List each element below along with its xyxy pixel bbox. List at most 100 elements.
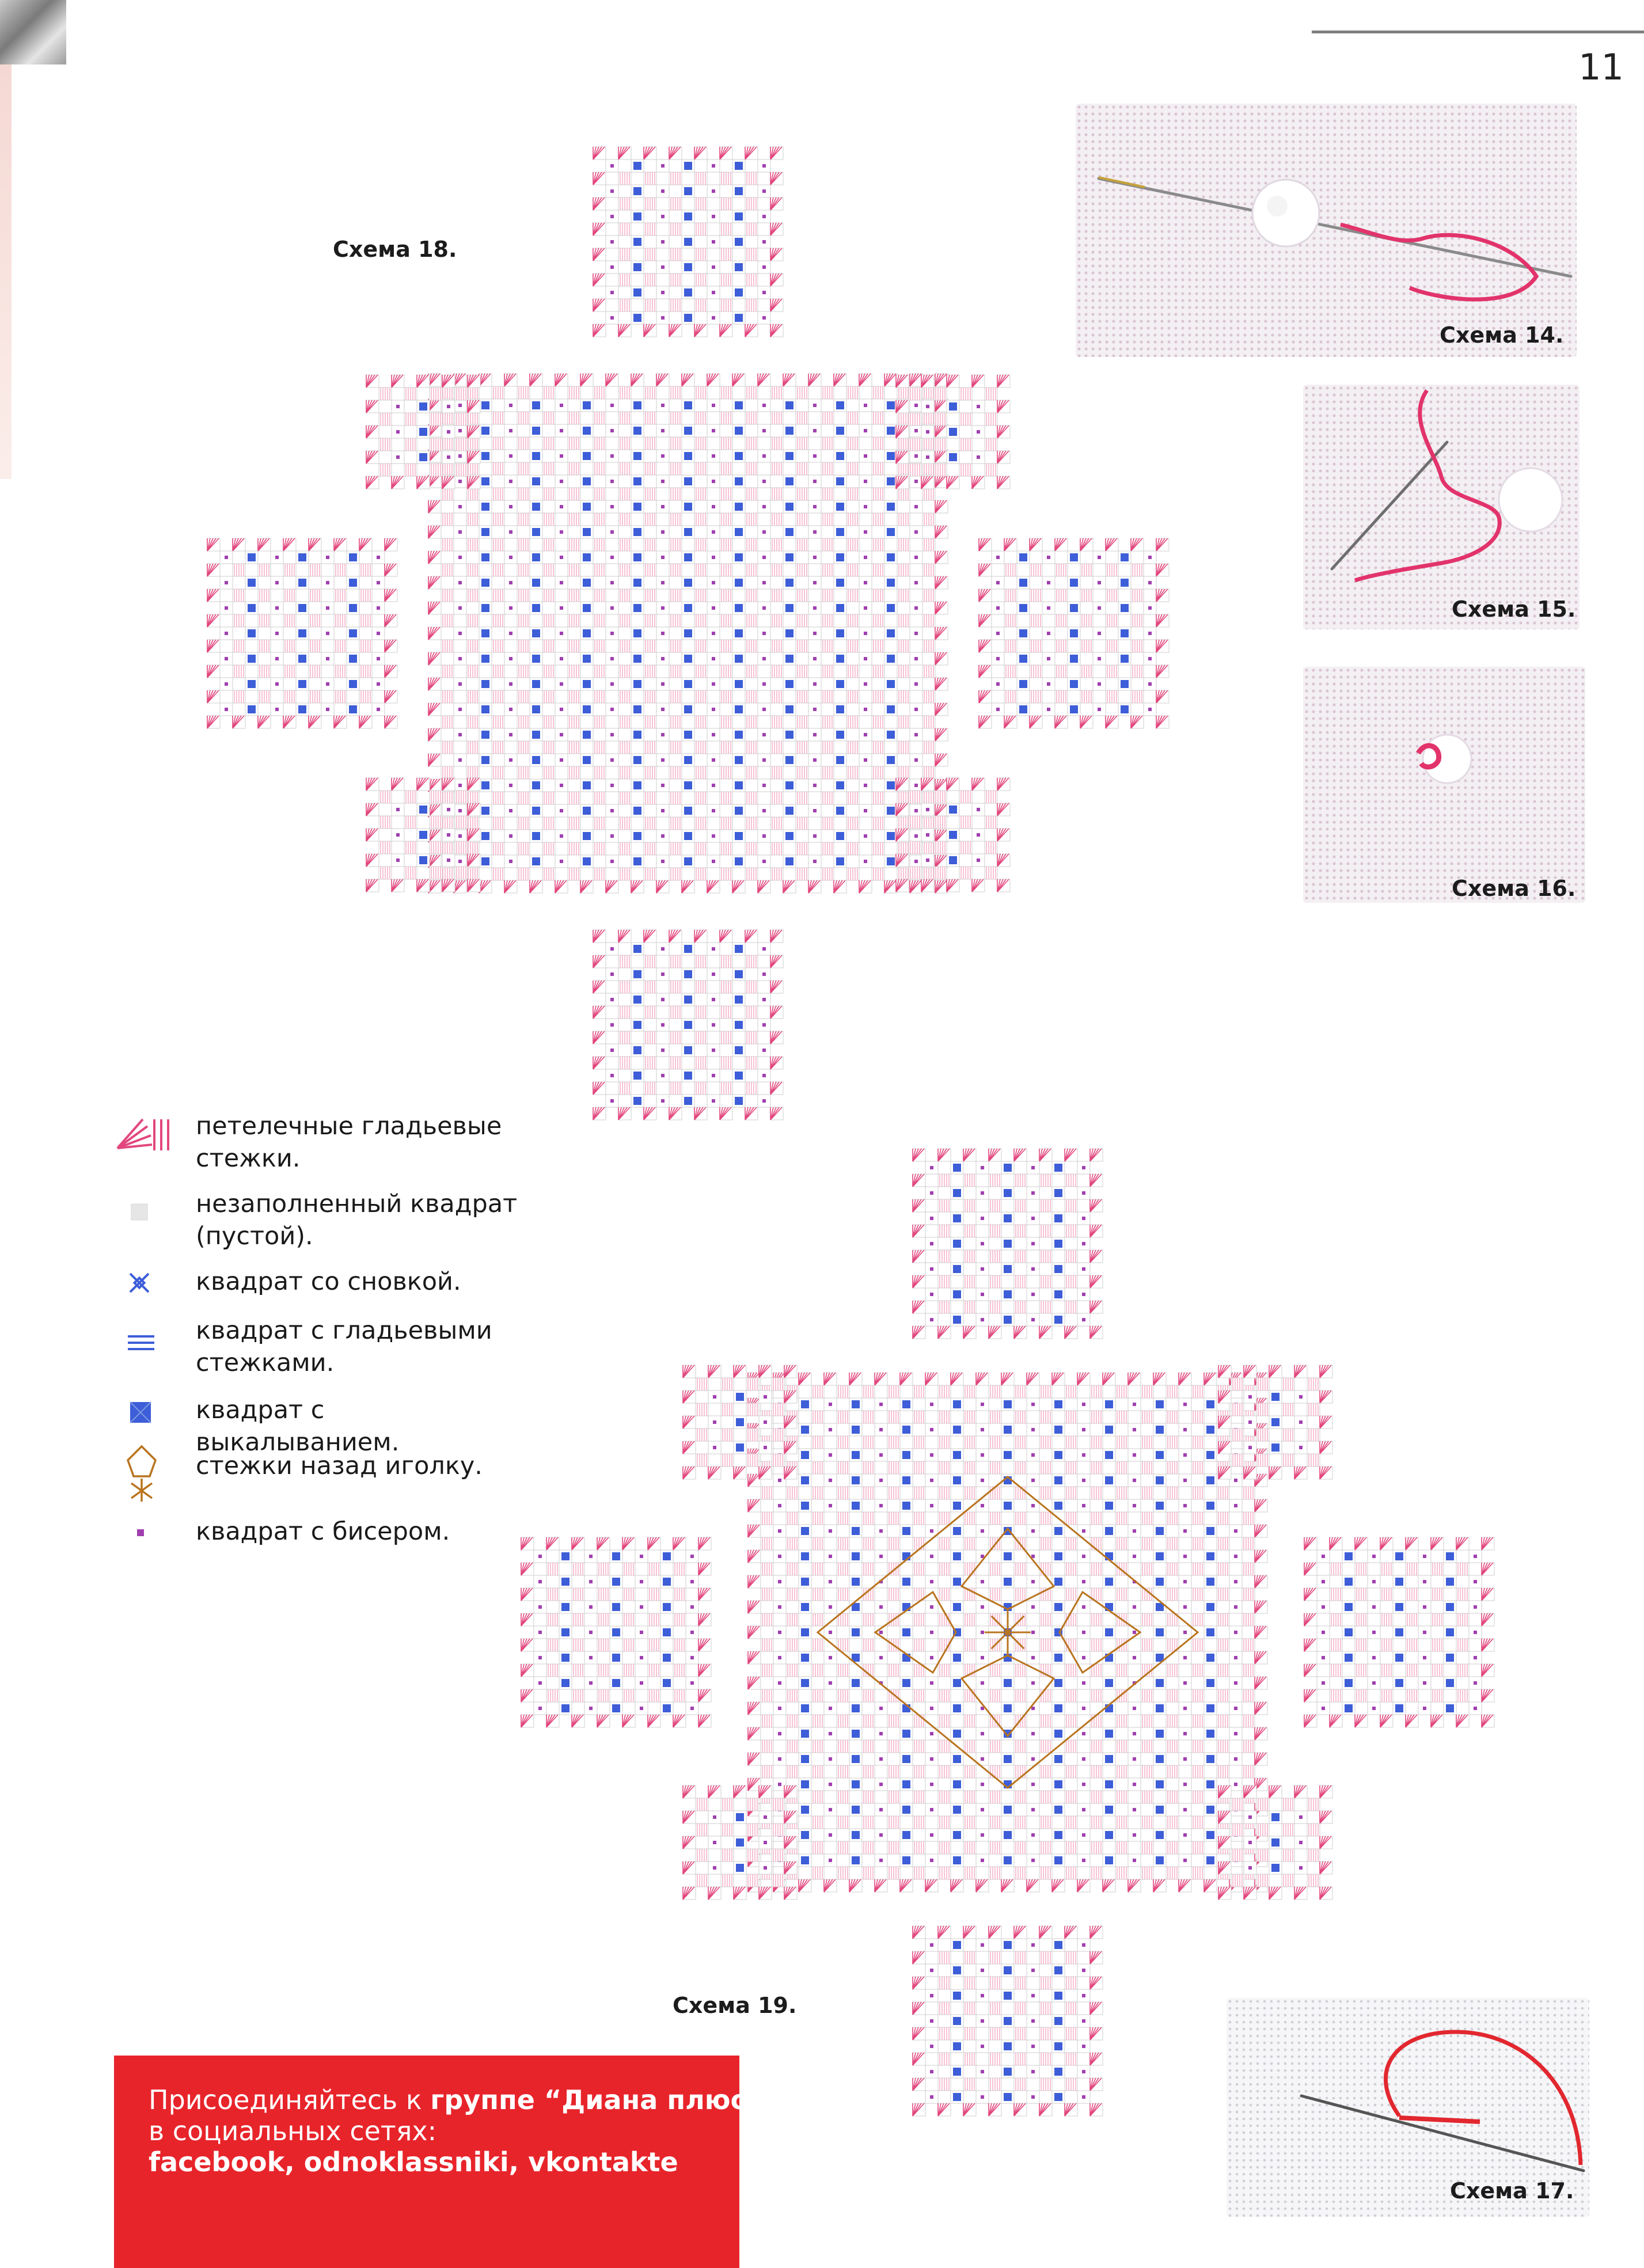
motif-tile: [1203, 1752, 1217, 1766]
motif-tile: [333, 664, 347, 678]
motif-tile: [997, 853, 1011, 867]
motif-tile: [635, 1701, 648, 1715]
motif-tile: [694, 1031, 708, 1044]
motif-tile: [784, 1886, 798, 1900]
motif-tile: [1191, 1385, 1205, 1399]
motif-tile: [1089, 2103, 1103, 2117]
motif-tile: [555, 601, 568, 615]
motif-tile: [937, 1537, 951, 1551]
motif-tile: [232, 614, 246, 628]
motif-tile: [937, 1173, 951, 1187]
scheme-16-photo: [1303, 667, 1585, 903]
motif-tile: [631, 601, 644, 615]
motif-tile: [656, 550, 670, 564]
motif-tile: [719, 298, 733, 312]
motif-tile: [909, 728, 923, 742]
motif-tile: [783, 449, 796, 463]
motif-tile: [833, 753, 847, 767]
motif-tile: [656, 778, 670, 792]
motif-tile: [1039, 1765, 1053, 1779]
motif-tile: [1039, 1638, 1053, 1652]
motif-tile: [428, 550, 442, 564]
motif-tile: [937, 2077, 951, 2091]
motif-tile: [912, 1739, 926, 1753]
motif-tile: [846, 867, 860, 881]
motif-tile: [428, 728, 442, 742]
motif-tile: [618, 197, 632, 211]
motif-tile: [631, 778, 644, 792]
motif-tile: [859, 652, 872, 666]
motif-tile: [1039, 1300, 1053, 1314]
motif-tile: [1051, 2014, 1065, 2028]
motif-tile: [1077, 1963, 1091, 1977]
motif-tile: [656, 260, 670, 274]
motif-tile: [833, 474, 847, 488]
motif-tile: [732, 184, 746, 198]
motif-tile: [1064, 2052, 1078, 2066]
corner-photo: [0, 0, 66, 64]
motif-tile: [984, 866, 998, 880]
motif-tile: [1468, 1651, 1482, 1665]
motif-tile: [1080, 614, 1094, 628]
motif-tile: [925, 1211, 939, 1225]
motif-tile: [1026, 1237, 1040, 1251]
motif-tile: [555, 829, 568, 843]
motif-tile: [1392, 1549, 1406, 1563]
motif-tile: [618, 324, 632, 337]
motif-tile: [491, 740, 505, 754]
motif-tile: [925, 1575, 939, 1589]
motif-tile: [580, 753, 594, 767]
motif-tile: [694, 664, 708, 678]
motif-tile: [466, 867, 480, 881]
motif-tile: [1127, 1524, 1141, 1538]
motif-tile: [428, 778, 442, 792]
motif-tile: [871, 867, 885, 881]
motif-tile: [698, 1562, 712, 1576]
motif-tile: [758, 1886, 772, 1900]
motif-tile: [770, 1056, 784, 1070]
motif-tile: [232, 690, 246, 704]
motif-tile: [1191, 1714, 1205, 1728]
motif-tile: [1026, 1524, 1040, 1538]
motif-tile: [988, 1663, 1002, 1677]
motif-tile: [732, 880, 746, 894]
motif-tile: [333, 588, 347, 602]
motif-tile: [971, 777, 985, 791]
motif-tile: [821, 538, 834, 552]
motif-tile: [1001, 1287, 1015, 1301]
motif-tile: [859, 601, 872, 615]
motif-tile: [453, 880, 467, 894]
motif-tile: [1039, 1511, 1053, 1525]
motif-tile: [1054, 690, 1068, 704]
motif-tile: [1115, 1461, 1129, 1475]
motif-tile: [1051, 1777, 1065, 1791]
motif-tile: [441, 867, 454, 881]
motif-tile: [1026, 1651, 1040, 1665]
motif-tile: [707, 778, 720, 792]
motif-tile: [1042, 626, 1055, 640]
motif-tile: [546, 1638, 560, 1652]
motif-tile: [937, 1300, 951, 1314]
motif-tile: [935, 677, 948, 691]
motif-tile: [950, 1499, 964, 1513]
motif-tile: [1013, 1951, 1027, 1965]
header-rule: [1312, 31, 1644, 33]
motif-tile: [597, 1638, 610, 1652]
motif-tile: [1256, 1403, 1270, 1416]
motif-tile: [1051, 1161, 1065, 1175]
motif-tile: [1456, 1663, 1470, 1677]
motif-tile: [785, 1714, 799, 1728]
motif-tile: [1307, 1848, 1320, 1862]
motif-tile: [207, 614, 221, 628]
motif-tile: [384, 664, 398, 678]
motif-tile: [593, 298, 606, 312]
motif-tile: [935, 550, 948, 564]
motif-tile: [922, 766, 936, 780]
motif-tile: [1256, 1453, 1270, 1467]
motif-tile: [821, 487, 834, 501]
motif-tile: [895, 803, 909, 816]
motif-tile: [1013, 1385, 1027, 1399]
motif-tile: [542, 411, 556, 425]
motif-tile: [533, 1651, 547, 1665]
motif-tile: [694, 955, 708, 968]
